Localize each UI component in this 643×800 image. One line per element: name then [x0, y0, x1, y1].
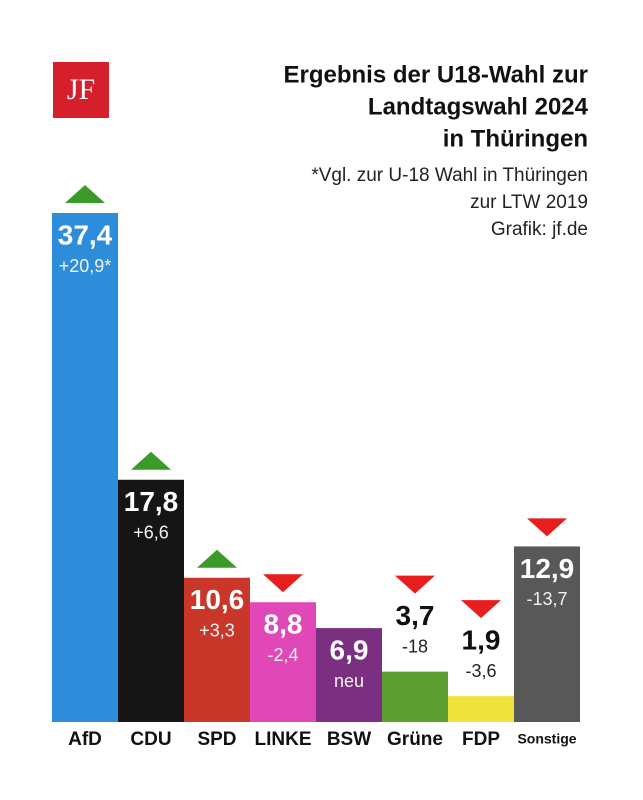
x-tick-label: CDU — [130, 729, 171, 750]
change-label: +3,3 — [199, 620, 235, 640]
change-label: -3,6 — [465, 661, 496, 681]
logo-box — [53, 62, 109, 118]
x-tick-label: Grüne — [387, 729, 443, 750]
x-tick-label: Sonstige — [517, 731, 576, 747]
change-label: +20,9* — [59, 256, 112, 276]
bar — [184, 577, 250, 722]
chart-subtitle: zur LTW 2019 — [470, 192, 588, 213]
chart-subtitle: Grafik: jf.de — [491, 219, 588, 240]
change-label: -13,7 — [526, 589, 567, 609]
chart-title: in Thüringen — [443, 125, 588, 152]
change-label: +6,6 — [133, 522, 169, 542]
down-arrow — [395, 575, 435, 594]
up-arrow — [197, 549, 237, 568]
bar — [382, 671, 448, 722]
down-arrow — [263, 574, 303, 593]
value-label: 1,9 — [462, 625, 501, 656]
down-arrow — [461, 600, 501, 619]
value-label: 12,9 — [520, 553, 575, 584]
down-arrow — [527, 518, 567, 537]
up-arrow — [131, 451, 171, 470]
value-label: 6,9 — [330, 634, 369, 665]
value-label: 3,7 — [396, 600, 435, 631]
x-tick-label: AfD — [68, 729, 102, 750]
change-label: -18 — [402, 636, 428, 656]
change-label: -2,4 — [267, 645, 298, 665]
value-label: 17,8 — [124, 486, 179, 517]
bar — [514, 546, 580, 722]
x-tick-label: BSW — [327, 729, 371, 750]
chart-title: Ergebnis der U18-Wahl zur — [284, 61, 589, 88]
bar — [118, 479, 184, 722]
value-label: 10,6 — [190, 584, 245, 615]
chart-title: Landtagswahl 2024 — [368, 93, 589, 120]
up-arrow — [65, 185, 105, 203]
chart-subtitle: *Vgl. zur U-18 Wahl in Thüringen — [311, 165, 588, 186]
bar — [52, 213, 118, 722]
x-tick-label: SPD — [197, 729, 236, 750]
x-tick-label: FDP — [462, 729, 500, 750]
x-tick-label: LINKE — [255, 729, 312, 750]
change-label: neu — [334, 671, 364, 691]
bar — [448, 696, 514, 722]
bar — [250, 602, 316, 722]
bar — [316, 628, 382, 722]
value-label: 8,8 — [264, 609, 303, 640]
value-label: 37,4 — [58, 219, 113, 250]
logo-text: JF — [67, 73, 95, 106]
